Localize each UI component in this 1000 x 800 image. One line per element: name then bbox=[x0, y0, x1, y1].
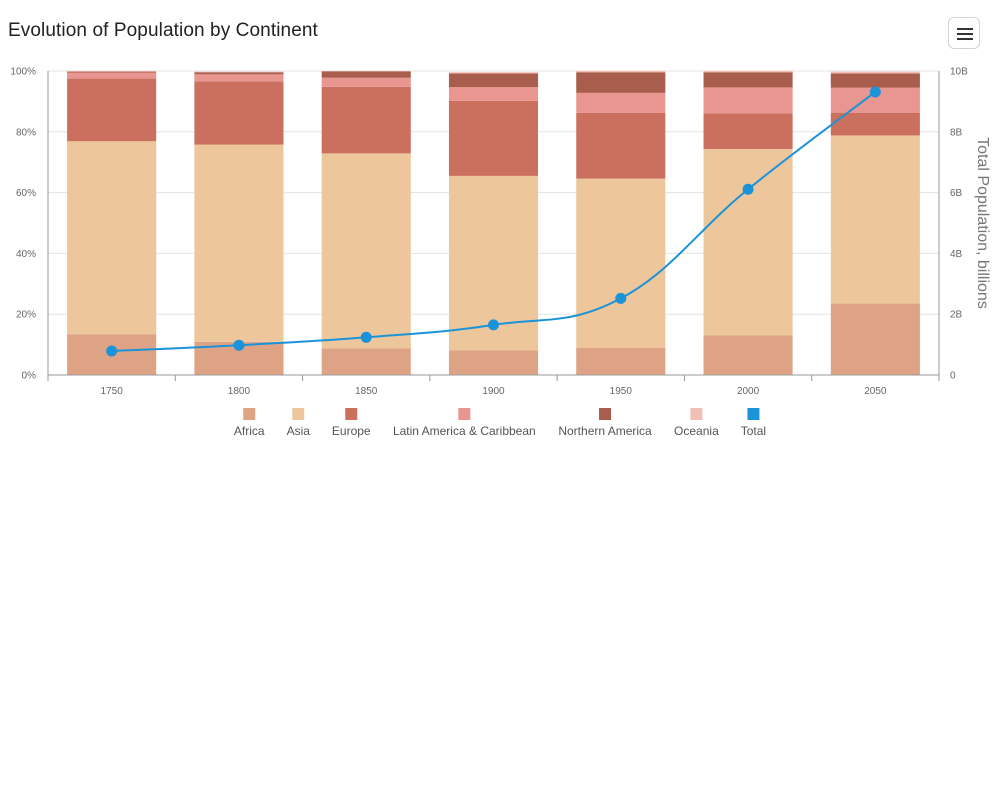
bar-segment bbox=[830, 71, 920, 74]
bar-segment bbox=[830, 112, 920, 136]
y-left-tick-label: 0% bbox=[22, 371, 37, 382]
legend-swatch bbox=[690, 408, 703, 420]
bar-segment bbox=[448, 87, 539, 101]
x-tick-label: 1900 bbox=[482, 386, 505, 397]
bar-segment bbox=[321, 153, 411, 349]
bar-segment bbox=[448, 73, 539, 88]
legend-swatch bbox=[747, 408, 760, 420]
bar-segment bbox=[703, 113, 793, 150]
bar-segment bbox=[576, 178, 666, 348]
y-left-tick-label: 80% bbox=[16, 127, 36, 138]
bar-segment bbox=[830, 303, 920, 375]
bar-segment bbox=[703, 87, 793, 114]
y-right-tick-label: 8B bbox=[950, 127, 963, 138]
x-tick-label: 2050 bbox=[864, 386, 887, 397]
y-left-tick-label: 60% bbox=[16, 188, 36, 199]
y-right-axis-title: Total Population, billions bbox=[974, 137, 991, 309]
bar-segment bbox=[830, 73, 920, 88]
bar-segment bbox=[321, 348, 411, 375]
total-point bbox=[488, 319, 499, 331]
legend-swatch bbox=[243, 408, 256, 420]
total-point bbox=[360, 331, 372, 343]
x-tick-label: 1850 bbox=[355, 386, 378, 397]
legend-label: Africa bbox=[234, 424, 265, 438]
x-tick-label: 1800 bbox=[228, 386, 251, 397]
total-point bbox=[233, 339, 245, 351]
y-left-tick-label: 100% bbox=[10, 67, 36, 78]
legend-swatch bbox=[458, 408, 471, 420]
y-right-tick-label: 6B bbox=[950, 188, 963, 199]
bar-segment bbox=[830, 135, 920, 304]
y-left-tick-label: 20% bbox=[16, 310, 36, 321]
x-tick-label: 2000 bbox=[737, 386, 760, 397]
legend-label: Oceania bbox=[674, 424, 719, 438]
bar-segment bbox=[67, 78, 157, 142]
bar-segment bbox=[703, 70, 793, 73]
bar-segment bbox=[576, 72, 666, 93]
hamburger-menu-icon[interactable] bbox=[948, 17, 980, 49]
y-right-tick-label: 0 bbox=[950, 371, 956, 382]
bar-segment bbox=[194, 81, 284, 145]
legend-swatch bbox=[345, 408, 358, 420]
total-point bbox=[106, 345, 118, 357]
x-tick-label: 1950 bbox=[610, 386, 633, 397]
bar-segment bbox=[703, 72, 793, 88]
bar-segment bbox=[703, 335, 793, 375]
legend-label: Asia bbox=[287, 424, 311, 438]
chart-title: Evolution of Population by Continent bbox=[8, 20, 318, 41]
bar-segment bbox=[576, 347, 666, 375]
bar-segment bbox=[67, 141, 157, 335]
bar-segment bbox=[576, 92, 666, 113]
total-point bbox=[742, 183, 754, 195]
total-point bbox=[869, 86, 881, 98]
y-left-tick-label: 40% bbox=[16, 249, 36, 260]
bar-segment bbox=[194, 144, 284, 342]
bar-segment bbox=[448, 100, 539, 176]
bar-segment bbox=[576, 112, 666, 179]
legend-swatch bbox=[292, 408, 305, 420]
legend-label: Europe bbox=[332, 424, 371, 438]
bar-segment bbox=[194, 72, 284, 75]
x-tick-label: 1750 bbox=[101, 386, 124, 397]
bar-segment bbox=[321, 71, 411, 78]
legend-label: Latin America & Caribbean bbox=[393, 424, 536, 438]
bar-segment bbox=[448, 350, 539, 375]
y-right-tick-label: 4B bbox=[950, 249, 963, 260]
total-point bbox=[615, 292, 627, 304]
bar-segment bbox=[448, 72, 539, 74]
y-right-tick-label: 2B bbox=[950, 310, 963, 321]
bar-segment bbox=[194, 74, 284, 82]
bar-segment bbox=[703, 149, 793, 336]
bar-segment bbox=[576, 70, 666, 73]
legend-swatch bbox=[599, 408, 612, 420]
bar-segment bbox=[321, 77, 411, 87]
y-right-tick-label: 10B bbox=[950, 67, 968, 78]
bar-segment bbox=[194, 71, 284, 73]
bar-segment bbox=[321, 86, 411, 154]
legend-label: Total bbox=[741, 424, 766, 438]
bar-segment bbox=[67, 71, 157, 72]
bar-segment bbox=[67, 71, 157, 73]
bar-segment bbox=[67, 72, 157, 79]
legend-label: Northern America bbox=[558, 424, 652, 438]
